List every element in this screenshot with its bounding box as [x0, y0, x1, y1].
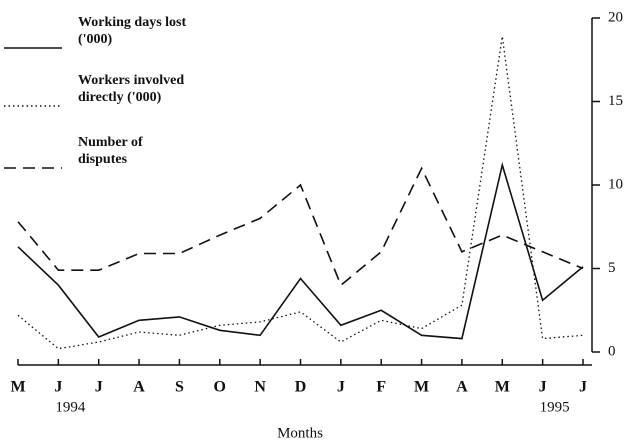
x-tick-label: F: [376, 379, 386, 396]
x-tick-label: A: [456, 379, 468, 396]
x-axis-label: Months: [277, 425, 323, 441]
y-tick-label: 5: [608, 260, 616, 276]
legend-label: Number of disputes: [78, 135, 143, 167]
y-tick-label: 20: [608, 9, 623, 25]
x-tick-label: S: [175, 379, 184, 396]
legend-label: Workers involved directly ('000): [78, 73, 185, 105]
x-tick-label: O: [214, 379, 226, 396]
series-line: [17, 166, 584, 287]
x-tick-label: J: [54, 379, 62, 396]
x-tick-label: J: [539, 379, 547, 396]
year-label: 1994: [55, 399, 86, 415]
y-tick-label: 10: [608, 176, 623, 192]
y-tick-label: 15: [608, 93, 623, 109]
legend-label: Working days lost ('000): [78, 15, 187, 47]
x-tick-label: N: [254, 379, 266, 396]
year-label: 1995: [540, 399, 570, 415]
x-tick-label: A: [133, 379, 145, 396]
x-tick-label: M: [10, 379, 25, 396]
x-tick-label: J: [95, 379, 103, 396]
x-tick-label: J: [579, 379, 587, 396]
y-tick-label: 0: [608, 343, 616, 359]
series-line: [17, 161, 584, 340]
x-tick-label: J: [337, 379, 345, 396]
x-tick-label: M: [414, 379, 429, 396]
x-tick-label: M: [495, 379, 510, 396]
x-tick-label: D: [295, 379, 307, 396]
